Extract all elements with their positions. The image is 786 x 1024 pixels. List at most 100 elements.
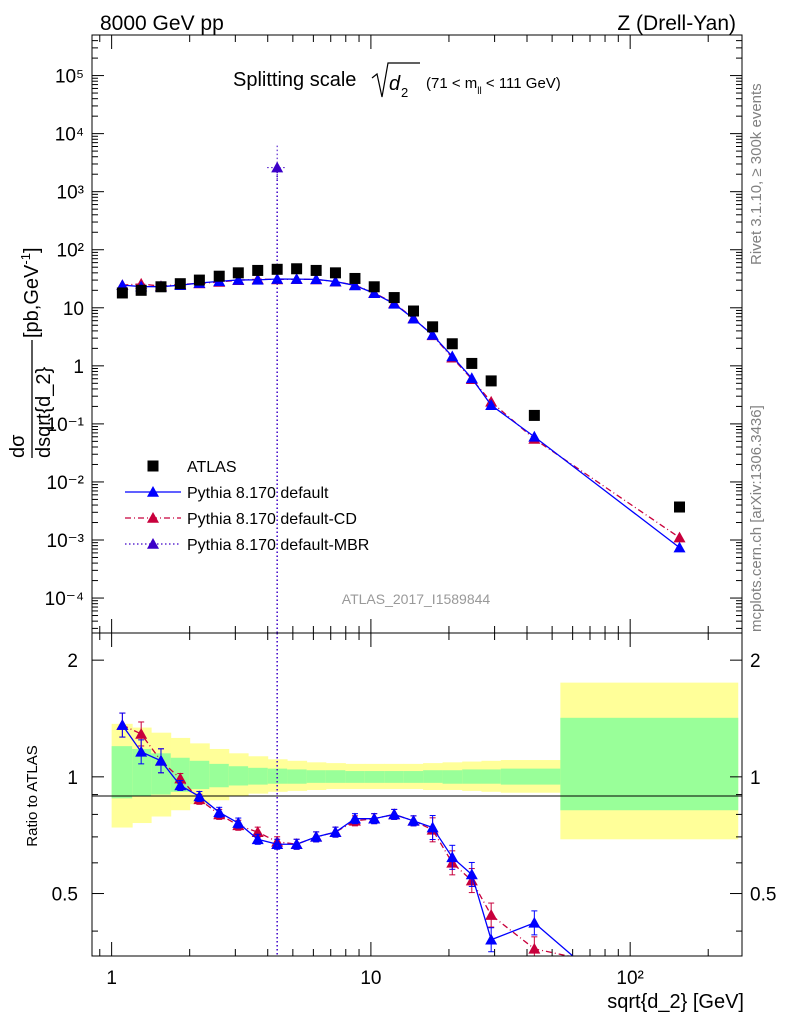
atlas-point [155,281,167,293]
atlas-point [408,305,420,317]
y-tick-label: 10² [57,241,84,262]
default-point [368,287,381,299]
ratio-y-tick-label-right: 2 [750,651,761,672]
y-label-unit: [pb,GeV-1] [18,247,43,338]
ratio-default-point [213,806,226,818]
ratio-inner-band [560,717,739,811]
ratio-inner-band [500,768,561,785]
default-point [426,328,439,340]
title-cut-sub: ll [477,86,481,97]
ratio-inner-band [132,748,152,797]
ratio-default-point [426,821,439,833]
ratio-default-point [193,790,206,802]
ratio-inner-band [384,771,405,783]
cd-point [673,531,686,543]
ratio-inner-band [287,769,308,784]
default-point [116,279,129,290]
ratio-panel: 1 10 10² 0.5 0.5 1 1 2 2 Ratio to ATLAS sqrt{d_… [24,632,776,1013]
title-d-subscript: 2 [401,85,408,100]
analysis-watermark: ATLAS_2017_I1589844 [342,591,491,607]
legend-label: Pythia 8.170 default-CD [187,511,357,528]
atlas-point [446,338,458,350]
x-tick-label: 10² [616,968,643,989]
atlas-point [252,264,264,276]
ratio-frame [91,632,743,957]
x-tick-label: 1 [106,968,117,989]
mcplots-source-label: mcplots.cern.ch [arXiv:1306.3436] [748,405,765,632]
y-tick-label: 10⁻² [47,473,85,494]
atlas-point [368,281,380,293]
atlas-point [193,274,205,286]
ratio-inner-band [228,766,249,786]
atlas-point [388,292,400,304]
legend-marker [147,538,159,549]
ratio-y-tick-label-right: 1 [750,768,761,789]
mbr-point [271,161,284,173]
x-axis-label: sqrt{d_2} [GeV] [607,991,744,1013]
ratio-default-point [154,754,167,766]
default-point [290,273,303,284]
process-label: Z (Drell-Yan) [617,12,736,35]
atlas-point [466,357,478,369]
ratio-default-point [348,812,361,824]
ratio-default-point [174,779,187,791]
ratio-inner-band [364,771,385,783]
ratio-default-point [446,851,459,863]
default-point [232,273,245,285]
default-point [407,312,420,324]
ratio-inner-band [325,770,346,783]
plot-title: Splitting scale d 2 (71 < mll < 111 GeV) [233,62,561,100]
ratio-inner-band [403,771,424,783]
energy-label: 8000 GeV pp [100,12,224,35]
main-panel: 10⁻⁴ 10⁻³ 10⁻² 10⁻¹ 1 10 10² 10³ 10⁴ 10⁵ Splittin… [7,34,743,634]
default-series-line [122,278,680,549]
ratio-default-point [465,868,478,880]
atlas-point [174,278,186,290]
ratio-default-point [368,812,381,824]
default-point [329,275,342,287]
ratio-inner-band [481,769,502,784]
default-point [528,430,541,442]
y-tick-label: 1 [73,357,84,378]
y-tick-label: 10⁻⁴ [45,589,84,610]
atlas-point [310,264,322,276]
ratio-inner-band [189,760,210,790]
y-tick-label: 10 [63,299,84,320]
legend: ATLAS Pythia 8.170 default Pythia 8.170 de… [125,459,369,554]
rivet-version-label: Rivet 3.1.10, ≥ 300k events [748,83,765,265]
legend-marker [147,486,159,497]
default-point [673,541,686,553]
default-point [271,273,284,284]
ratio-inner-band [111,746,133,799]
atlas-point [427,321,439,333]
x-tick-label: 10 [360,968,381,989]
atlas-point [485,375,497,387]
atlas-point [232,267,244,279]
atlas-point [674,501,686,513]
y-tick-label: 10³ [57,183,84,204]
ratio-cd-point [485,909,498,920]
ratio-y-tick-label-right: 0.5 [750,885,776,906]
ratio-default-point [232,817,245,828]
ratio-cd-point [528,942,541,954]
title-main: Splitting scale [233,69,356,91]
atlas-point [135,284,147,296]
ratio-inner-band [423,770,444,783]
title-cut-end: < 111 GeV) [482,75,561,92]
y-tick-label: 10⁻³ [47,531,85,552]
ratio-default-point [388,808,401,820]
default-point [348,279,361,291]
atlas-point [213,270,225,282]
title-d: d [389,73,401,95]
ratio-inner-band [442,770,463,784]
ratio-y-tick-label: 1 [67,768,78,789]
default-point [465,372,478,384]
default-point [388,297,401,309]
ratio-y-tick-label: 2 [67,651,78,672]
default-point [485,399,498,410]
y-label-denominator: dsqrt{d_2} [33,366,55,458]
ratio-inner-band [345,771,366,783]
atlas-point [291,263,303,275]
atlas-point [271,263,283,275]
title-cut-start: (71 < m [426,75,477,92]
